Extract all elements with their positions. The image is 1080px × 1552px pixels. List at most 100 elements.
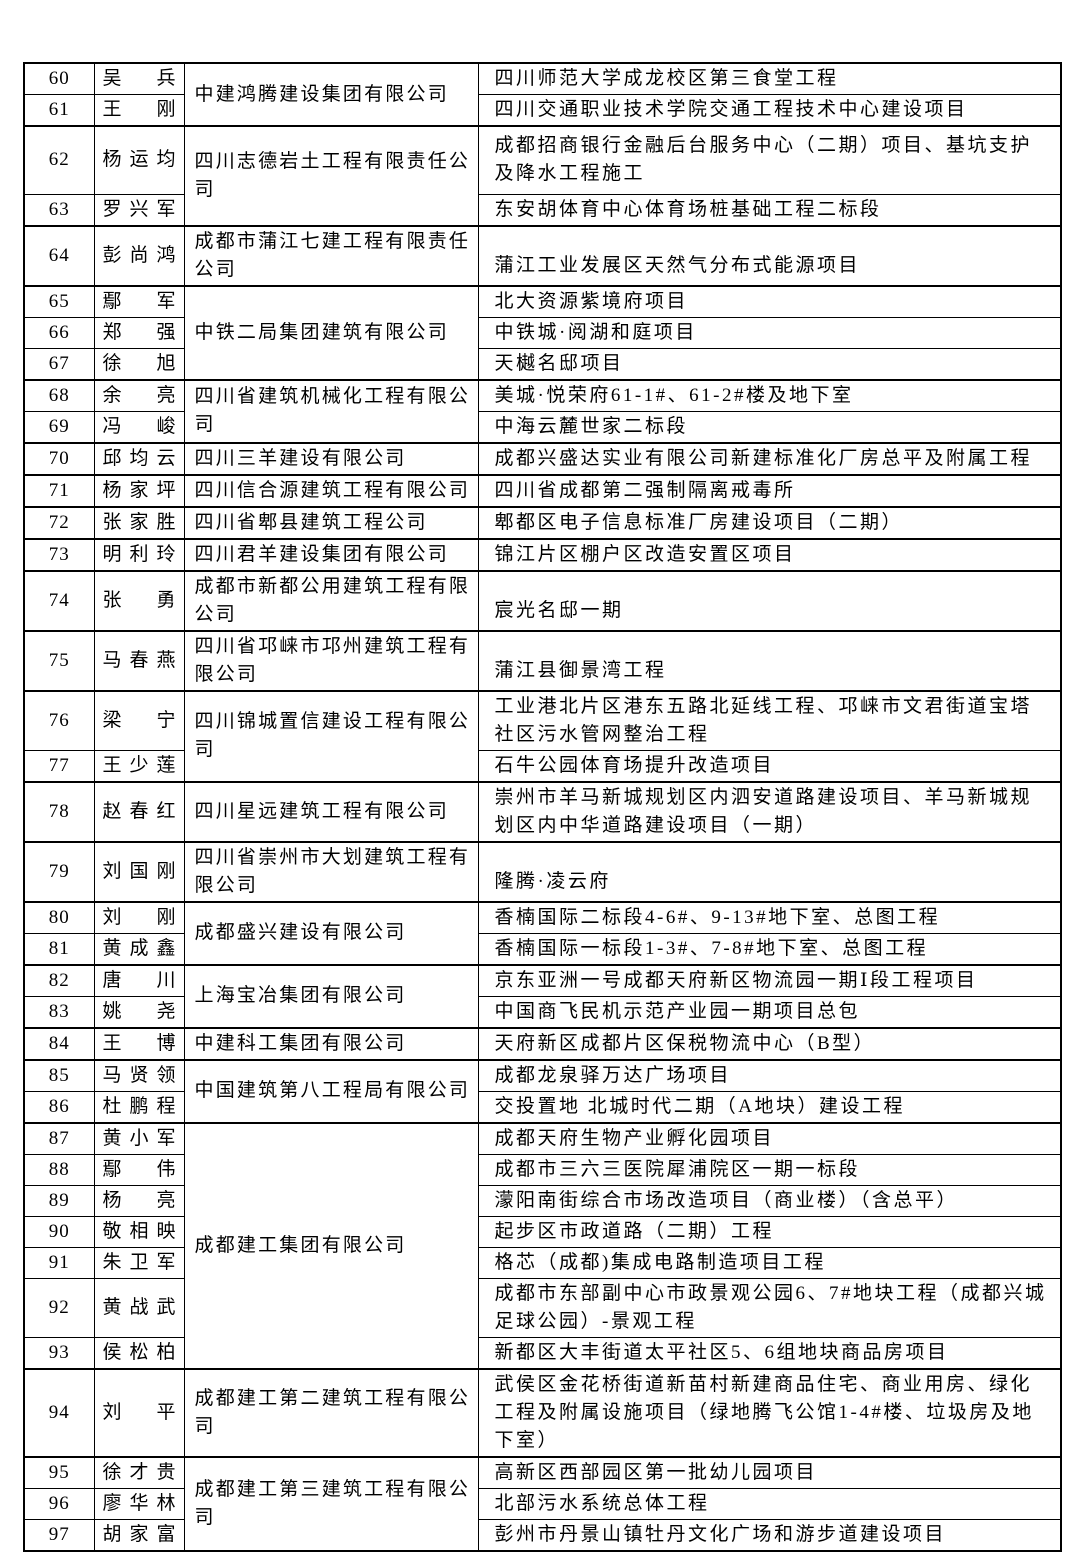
company-cell: 成都建工第三建筑工程有限公司 (183, 1455, 479, 1551)
row-number-cell: 92 (23, 1277, 95, 1338)
row-number-cell: 91 (23, 1246, 95, 1279)
person-name-cell: 杨亮 (93, 1184, 185, 1217)
table-row: 74 张勇 成都市新都公用建筑工程有限公司 宸光名邸一期 (23, 569, 1062, 631)
person-name-cell: 胡家富 (93, 1518, 185, 1551)
personnel-project-table: 60 吴兵 中建鸿腾建设集团有限公司 四川师范大学成龙校区第三食堂工程 61 王刚 四川交通… (23, 62, 1062, 1552)
person-name-cell: 刘刚 (93, 900, 185, 934)
table-row: 64 彭尚鸿 成都市蒲江七建工程有限责任公司 蒲江工业发展区天然气分布式能源项目 (23, 224, 1062, 286)
project-cell: 东安胡体育中心体育场桩基础工程二标段 (477, 193, 1062, 226)
person-name-cell: 廖华林 (93, 1487, 185, 1520)
row-number-cell: 65 (23, 284, 95, 318)
person-name-cell: 黄战武 (93, 1277, 185, 1338)
project-cell: 成都市东部副中心市政景观公园6、7#地块工程（成都兴城足球公园）-景观工程 (477, 1277, 1062, 1338)
row-number-cell: 75 (23, 629, 95, 691)
person-name-cell: 刘国刚 (93, 840, 185, 902)
person-name-cell: 明利玲 (93, 537, 185, 571)
project-cell: 北大资源紫境府项目 (477, 284, 1062, 318)
table-row: 67 徐旭 天樾名邸项目 (23, 347, 1062, 380)
row-number-cell: 61 (23, 94, 95, 127)
company-cell: 成都市蒲江七建工程有限责任公司 (183, 224, 479, 286)
company-cell: 中建鸿腾建设集团有限公司 (183, 62, 479, 127)
row-number-cell: 63 (23, 193, 95, 226)
personnel-table-container: 60 吴兵 中建鸿腾建设集团有限公司 四川师范大学成龙校区第三食堂工程 61 王刚 四川交通… (23, 62, 1062, 1552)
company-cell: 四川志德岩土工程有限责任公司 (183, 125, 479, 226)
project-cell: 蒲江工业发展区天然气分布式能源项目 (477, 224, 1062, 286)
project-cell: 美城·悦荣府61-1#、61-2#楼及地下室 (477, 378, 1062, 412)
company-cell: 四川省邛崃市邛州建筑工程有限公司 (183, 629, 479, 691)
person-name-cell: 邱均云 (93, 441, 185, 475)
company-cell: 成都盛兴建设有限公司 (183, 900, 479, 965)
person-name-cell: 吴兵 (93, 62, 185, 95)
project-cell: 中国商飞民机示范产业园一期项目总包 (477, 995, 1062, 1028)
row-number-cell: 73 (23, 537, 95, 571)
table-row: 72 张家胜 四川省郫县建筑工程公司 郫都区电子信息标准厂房建设项目（二期） (23, 505, 1062, 539)
table-row: 79 刘国刚 四川省崇州市大划建筑工程有限公司 隆腾·凌云府 (23, 840, 1062, 902)
company-cell: 四川省建筑机械化工程有限公司 (183, 378, 479, 443)
row-number-cell: 67 (23, 347, 95, 380)
person-name-cell: 徐旭 (93, 347, 185, 380)
person-name-cell: 王少莲 (93, 749, 185, 782)
company-cell: 四川君羊建设集团有限公司 (183, 537, 479, 571)
row-number-cell: 84 (23, 1026, 95, 1060)
company-cell: 四川三羊建设有限公司 (183, 441, 479, 475)
project-cell: 石牛公园体育场提升改造项目 (477, 749, 1062, 782)
person-name-cell: 彭尚鸿 (93, 224, 185, 286)
person-name-cell: 黄小军 (93, 1121, 185, 1155)
table-row: 86 杜鹏程 交投置地 北城时代二期（A地块）建设工程 (23, 1090, 1062, 1123)
project-cell: 京东亚洲一号成都天府新区物流园一期Ⅰ段工程项目 (477, 963, 1062, 997)
project-cell: 高新区西部园区第一批幼儿园项目 (477, 1455, 1062, 1489)
person-name-cell: 张勇 (93, 569, 185, 631)
project-cell: 武侯区金花桥街道新苗村新建商品住宅、商业用房、绿化工程及附属设施项目（绿地腾飞公… (477, 1367, 1062, 1457)
project-cell: 成都天府生物产业孵化园项目 (477, 1121, 1062, 1155)
project-cell: 成都招商银行金融后台服务中心（二期）项目、基坑支护及降水工程施工 (477, 125, 1062, 195)
project-cell: 宸光名邸一期 (477, 569, 1062, 631)
person-name-cell: 罗兴军 (93, 193, 185, 226)
row-number-cell: 87 (23, 1121, 95, 1155)
person-name-cell: 杨家坪 (93, 473, 185, 507)
row-number-cell: 76 (23, 689, 95, 751)
company-cell: 中铁二局集团建筑有限公司 (183, 284, 479, 380)
person-name-cell: 马春燕 (93, 629, 185, 691)
row-number-cell: 93 (23, 1336, 95, 1369)
row-number-cell: 60 (23, 62, 95, 95)
project-cell: 成都市三六三医院犀浦院区一期一标段 (477, 1153, 1062, 1186)
company-cell: 四川锦城置信建设工程有限公司 (183, 689, 479, 782)
project-cell: 交投置地 北城时代二期（A地块）建设工程 (477, 1090, 1062, 1123)
project-cell: 格芯（成都)集成电路制造项目工程 (477, 1246, 1062, 1279)
table-row: 80 刘刚 成都盛兴建设有限公司 香楠国际二标段4-6#、9-13#地下室、总图工程 (23, 900, 1062, 965)
person-name-cell: 张家胜 (93, 505, 185, 539)
row-number-cell: 85 (23, 1058, 95, 1092)
project-cell: 中铁城·阅湖和庭项目 (477, 316, 1062, 349)
project-cell: 成都龙泉驿万达广场项目 (477, 1058, 1062, 1092)
person-name-cell: 敬相映 (93, 1215, 185, 1248)
project-cell: 天樾名邸项目 (477, 347, 1062, 380)
project-cell: 香楠国际一标段1-3#、7-8#地下室、总图工程 (477, 932, 1062, 965)
company-cell: 成都建工第二建筑工程有限公司 (183, 1367, 479, 1457)
company-cell: 成都市新都公用建筑工程有限公司 (183, 569, 479, 631)
table-body: 60 吴兵 中建鸿腾建设集团有限公司 四川师范大学成龙校区第三食堂工程 61 王刚 四川交通… (23, 62, 1062, 1551)
row-number-cell: 74 (23, 569, 95, 631)
row-number-cell: 69 (23, 410, 95, 443)
project-cell: 彭州市丹景山镇牡丹文化广场和游步道建设项目 (477, 1518, 1062, 1551)
project-cell: 北部污水系统总体工程 (477, 1487, 1062, 1520)
row-number-cell: 94 (23, 1367, 95, 1457)
person-name-cell: 徐才贵 (93, 1455, 185, 1489)
project-cell: 成都兴盛达实业有限公司新建标准化厂房总平及附属工程 (477, 441, 1062, 475)
company-cell: 中国建筑第八工程局有限公司 (183, 1058, 479, 1123)
person-name-cell: 姚尧 (93, 995, 185, 1028)
row-number-cell: 86 (23, 1090, 95, 1123)
company-cell: 四川省崇州市大划建筑工程有限公司 (183, 840, 479, 902)
person-name-cell: 杜鹏程 (93, 1090, 185, 1123)
person-name-cell: 郑强 (93, 316, 185, 349)
row-number-cell: 66 (23, 316, 95, 349)
project-cell: 崇州市羊马新城规划区内泗安道路建设项目、羊马新城规划区内中华道路建设项目（一期） (477, 780, 1062, 842)
table-row: 97 胡家富 彭州市丹景山镇牡丹文化广场和游步道建设项目 (23, 1518, 1062, 1551)
row-number-cell: 78 (23, 780, 95, 842)
table-row: 71 杨家坪 四川信合源建筑工程有限公司 四川省成都第二强制隔离戒毒所 (23, 473, 1062, 507)
table-row: 66 郑强 中铁城·阅湖和庭项目 (23, 316, 1062, 349)
table-row: 76 梁宁 四川锦城置信建设工程有限公司 工业港北片区港东五路北延线工程、邛崃市文君街… (23, 689, 1062, 782)
row-number-cell: 62 (23, 125, 95, 195)
table-row: 65 鄢军 中铁二局集团建筑有限公司 北大资源紫境府项目 (23, 284, 1062, 380)
row-number-cell: 79 (23, 840, 95, 902)
project-cell: 四川师范大学成龙校区第三食堂工程 (477, 62, 1062, 95)
